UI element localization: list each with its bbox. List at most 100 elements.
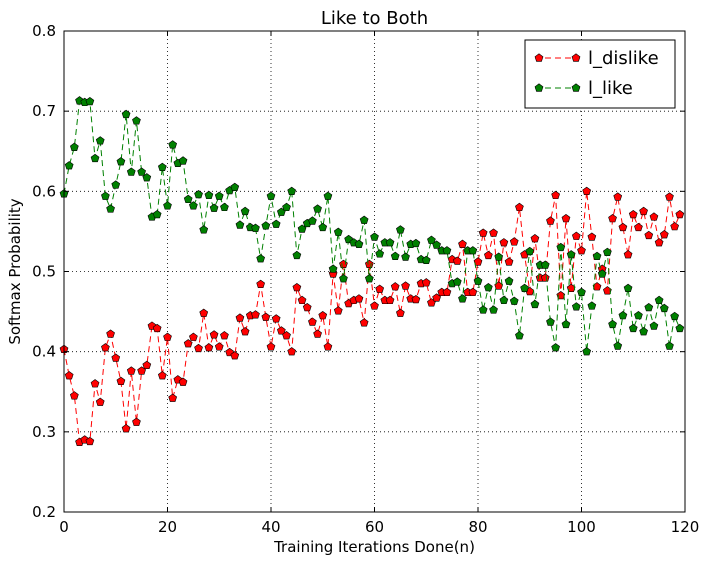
data-point (484, 282, 493, 292)
data-point (499, 295, 509, 305)
legend: l_dislike l_like (524, 39, 676, 109)
data-point (649, 321, 659, 330)
data-point (318, 222, 328, 232)
data-point (142, 173, 152, 182)
data-point (137, 167, 146, 176)
data-point (546, 216, 555, 225)
data-point (354, 239, 364, 248)
data-point (670, 311, 679, 321)
y-tick-label: 0.8 (32, 22, 56, 40)
data-point (468, 246, 478, 255)
data-point (85, 436, 95, 446)
data-point (230, 182, 240, 192)
data-point (473, 257, 483, 266)
data-point (427, 235, 436, 244)
data-point (364, 259, 374, 268)
data-point (551, 190, 560, 200)
data-point (675, 210, 685, 219)
data-point (628, 210, 638, 219)
legend-marker (534, 53, 544, 62)
legend-item-l_dislike: l_dislike (534, 48, 659, 69)
data-point (261, 221, 271, 230)
data-point (163, 201, 172, 210)
data-point (654, 295, 664, 305)
data-point (494, 252, 504, 261)
y-axis-label: Softmax Probability (6, 198, 24, 344)
data-point (282, 331, 291, 340)
data-point (101, 343, 110, 352)
data-point (152, 323, 162, 333)
series-layer (59, 96, 685, 446)
data-point (401, 281, 410, 290)
legend-box (524, 39, 676, 109)
data-point (251, 223, 260, 232)
data-point (571, 231, 581, 240)
data-point (199, 308, 209, 317)
data-point (261, 312, 271, 321)
data-point (401, 252, 410, 261)
data-point (111, 353, 121, 362)
data-point (266, 342, 276, 351)
data-point (183, 194, 193, 204)
series-line (63, 191, 681, 444)
data-point (411, 238, 421, 248)
data-point (396, 225, 405, 234)
data-point (385, 295, 395, 305)
data-point (308, 317, 317, 326)
data-point (639, 206, 648, 216)
data-point (152, 210, 162, 219)
data-point (209, 330, 219, 339)
data-point (157, 162, 167, 171)
data-point (189, 332, 198, 341)
x-tick-label: 40 (261, 518, 280, 536)
data-point (116, 157, 126, 166)
data-point (297, 295, 307, 305)
data-point (90, 379, 100, 388)
data-point (489, 305, 498, 314)
data-point (230, 351, 240, 360)
data-point (375, 284, 385, 293)
x-tick-label: 120 (671, 518, 700, 536)
data-point (509, 237, 519, 246)
chart-title: Like to Both (321, 8, 428, 29)
data-point (194, 343, 203, 353)
data-point (111, 180, 121, 189)
y-tick-label: 0.3 (32, 423, 56, 441)
data-point (313, 329, 322, 338)
y-tick-label: 0.4 (32, 343, 56, 361)
data-point (458, 239, 467, 248)
data-point (354, 294, 364, 303)
data-point (132, 417, 141, 426)
axis-ticks: 0 20 40 60 80 100 120 0.2 0.3 0.4 0.5 0.6 0.7 0.8 (32, 22, 699, 536)
data-point (603, 247, 612, 256)
y-tick-label: 0.2 (32, 503, 56, 521)
legend-item-l_like: l_like (534, 78, 633, 99)
data-point (292, 250, 302, 260)
data-point (587, 301, 597, 310)
data-point (132, 116, 141, 125)
data-point (199, 225, 209, 234)
data-point (623, 283, 633, 293)
series-line (63, 100, 681, 352)
data-point (499, 238, 509, 247)
data-point (126, 366, 136, 375)
data-point (323, 191, 333, 200)
y-tick-label: 0.5 (32, 263, 56, 281)
data-point (639, 327, 648, 336)
data-point (64, 371, 74, 380)
data-point (530, 299, 540, 309)
data-point (452, 277, 462, 286)
data-point (339, 274, 348, 283)
data-point (297, 224, 307, 233)
data-point (561, 214, 571, 223)
data-point (396, 308, 405, 317)
x-tick-label: 80 (468, 518, 487, 536)
data-point (282, 202, 291, 212)
data-point (313, 204, 322, 213)
data-point (411, 294, 421, 304)
data-point (613, 341, 623, 350)
data-point (556, 242, 566, 252)
data-point (654, 238, 664, 247)
data-point (90, 153, 100, 163)
data-point (665, 192, 674, 201)
